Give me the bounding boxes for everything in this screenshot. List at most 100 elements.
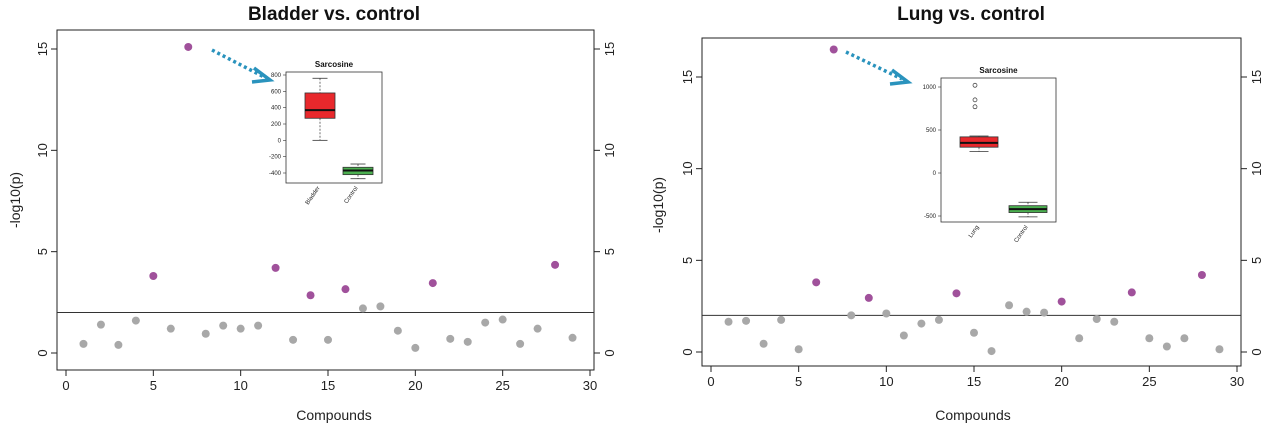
box-outlier [972, 97, 978, 103]
data-point [498, 315, 507, 324]
data-point [411, 343, 420, 352]
inset-x-tick-label: Bladder [305, 186, 322, 206]
x-tick-label: 5 [795, 374, 802, 389]
inset-y-tick-label: 600 [271, 89, 282, 95]
y-tick-label-right: 10 [1249, 161, 1264, 175]
x-tick-label: 25 [1142, 374, 1156, 389]
inset-boxplot: Sarcosine -400 -200 0 200 400 600 800 Bladder Con… [269, 60, 383, 206]
significant-point [829, 45, 838, 54]
inset-y-tick-label: -500 [924, 214, 937, 220]
x-axis-label: Compounds [935, 407, 1011, 423]
x-tick-label: 20 [1054, 374, 1068, 389]
data-point [568, 333, 577, 342]
significant-point [1127, 288, 1136, 297]
inset-y-tick-label: 0 [933, 171, 937, 177]
y-tick-label-right: 0 [602, 349, 617, 356]
box-bladder [304, 92, 336, 119]
highlight-arrow-shaft [211, 48, 265, 79]
y-tick-label-left: 15 [35, 42, 50, 56]
inset-y-tick-label: 0 [278, 138, 282, 144]
x-tick-label: 10 [879, 374, 893, 389]
inset-x-tick-label: Lung [968, 225, 981, 239]
data-point [201, 329, 210, 338]
data-point [794, 345, 803, 354]
y-tick-label-left: 10 [680, 161, 695, 175]
data-point [236, 324, 245, 333]
data-point [1162, 342, 1171, 351]
significant-point [1197, 271, 1206, 279]
box-outlier [972, 82, 978, 88]
data-point [463, 337, 472, 346]
significant-point [184, 42, 193, 51]
inset-y-tick-label: 200 [271, 122, 282, 128]
x-tick-label: 20 [408, 378, 422, 393]
inset-y-tick-label: 500 [926, 128, 937, 134]
y-tick-label-left: 5 [35, 248, 50, 255]
y-tick-label-right: 10 [602, 143, 617, 157]
data-point [131, 316, 140, 325]
inset-y-tick-label: -400 [269, 171, 282, 177]
inset-y-tick-label: -200 [269, 155, 282, 161]
data-point [166, 324, 175, 333]
y-tick-label-left: 0 [680, 348, 695, 355]
y-axis-label: -log10(p) [650, 177, 666, 233]
inset-title: Sarcosine [979, 66, 1018, 75]
inset-frame [285, 71, 383, 184]
data-point [289, 335, 298, 344]
x-axis-label: Compounds [296, 407, 372, 423]
x-tick-label: 30 [1230, 374, 1244, 389]
box-outlier [972, 104, 978, 110]
significant-point [1057, 297, 1066, 306]
data-point [777, 315, 786, 324]
x-tick-label: 25 [495, 378, 509, 393]
significant-point [952, 289, 961, 298]
data-point [1040, 308, 1049, 317]
data-point [516, 339, 525, 348]
data-point [481, 318, 490, 327]
y-tick-label-right: 5 [1249, 257, 1264, 264]
significant-point [864, 293, 873, 302]
inset-y-tick-label: 400 [271, 106, 282, 112]
data-point [724, 317, 733, 326]
data-point [1005, 301, 1014, 310]
significant-point [551, 260, 560, 269]
inset-title: Sarcosine [315, 60, 354, 69]
x-tick-label: 0 [707, 374, 714, 389]
chart-panel-1: Bladder vs. control 0 5 10 15 20 25 30 0 0 5 5 10 10 1… [7, 4, 617, 423]
data-point [847, 311, 856, 320]
data-point [899, 331, 908, 340]
significant-point [306, 291, 315, 300]
data-point [96, 320, 105, 329]
plot-frame [56, 29, 595, 371]
data-point [1022, 307, 1031, 316]
data-point [79, 339, 88, 348]
data-point [254, 321, 263, 330]
y-axis-label: -log10(p) [7, 172, 23, 228]
data-point [1092, 315, 1101, 323]
chart-panel-2: Lung vs. control 0 5 10 15 20 25 30 0 0 5 5 10 10 15 15… [650, 4, 1264, 423]
data-point [742, 316, 751, 325]
x-tick-label: 15 [321, 378, 335, 393]
x-tick-label: 0 [62, 378, 69, 393]
chart-title: Lung vs. control [897, 4, 1045, 25]
y-tick-label-right: 15 [1249, 70, 1264, 84]
y-tick-label-left: 15 [680, 70, 695, 84]
x-tick-label: 15 [967, 374, 981, 389]
data-point [114, 340, 123, 349]
inset-x-tick-label: Control [1014, 225, 1030, 244]
data-point [987, 347, 996, 356]
data-point [934, 315, 943, 324]
inset-frame [940, 77, 1057, 223]
highlight-arrow-head [251, 66, 275, 84]
significant-point [341, 285, 350, 294]
highlight-arrow-shaft [845, 50, 903, 81]
data-point [358, 304, 367, 313]
data-point [1215, 345, 1224, 354]
plot-frame [701, 37, 1242, 367]
highlight-arrow-head [889, 68, 913, 86]
chart-title: Bladder vs. control [248, 4, 420, 25]
x-tick-label: 10 [233, 378, 247, 393]
significant-point [812, 278, 821, 287]
